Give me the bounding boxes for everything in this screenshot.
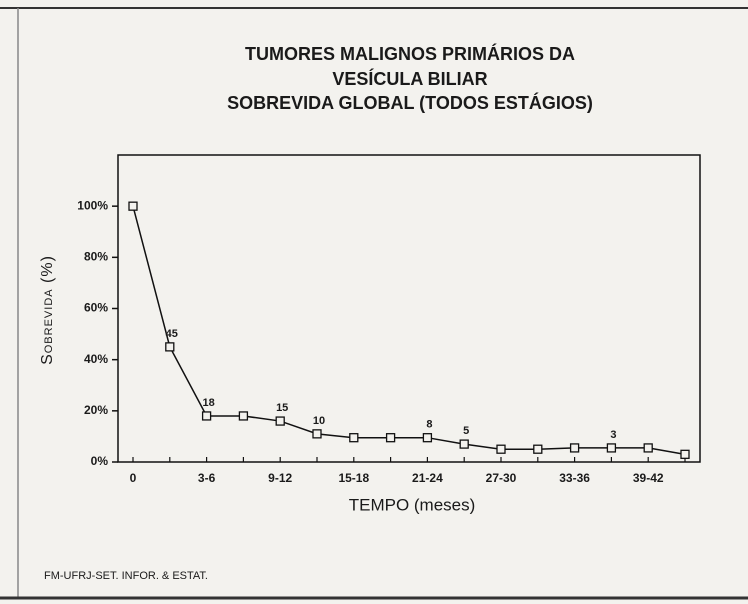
- annotation: 8: [426, 419, 432, 431]
- x-tick-label: 15-18: [338, 471, 369, 485]
- x-tick-label: 27-30: [486, 471, 517, 485]
- marker: [201, 411, 212, 421]
- x-tick-label: 39-42: [633, 471, 664, 485]
- x-tick-label: 21-24: [412, 471, 443, 485]
- x-tick-label: 0: [130, 471, 137, 485]
- chart-title: VESÍCULA BILIAR: [332, 68, 487, 89]
- marker: [643, 443, 653, 453]
- line: [132, 205, 686, 456]
- marker: [312, 429, 322, 439]
- marker: [128, 201, 138, 211]
- annotation: 45: [166, 328, 178, 340]
- marker: [165, 342, 175, 352]
- marker: [238, 411, 249, 421]
- y-tick-label: 100%: [77, 198, 108, 212]
- annotation: 5: [463, 425, 469, 437]
- x-axis-label: TEMPO (meses): [349, 495, 476, 514]
- marker: [606, 443, 617, 453]
- marker: [680, 449, 690, 459]
- y-tick-label: 80%: [84, 250, 108, 264]
- annotation: 15: [276, 402, 288, 414]
- marker: [569, 443, 580, 453]
- y-tick-label: 0%: [91, 454, 109, 468]
- x-tick-label: 9-12: [268, 471, 292, 485]
- y-axis-label: Sobrevida (%): [39, 255, 56, 365]
- marker: [422, 433, 433, 443]
- chart-title: TUMORES MALIGNOS PRIMÁRIOS DA: [245, 43, 575, 64]
- y-tick-label: 20%: [84, 403, 108, 417]
- chart-title: SOBREVIDA GLOBAL (TODOS ESTÁGIOS): [227, 92, 593, 113]
- marker: [496, 444, 506, 454]
- annotation: 18: [202, 397, 214, 409]
- footer: FM-UFRJ-SET. INFOR. & ESTAT.: [44, 570, 208, 582]
- annotation: 10: [313, 415, 325, 427]
- annotation: 3: [610, 429, 616, 441]
- marker: [533, 444, 543, 454]
- y-tick-label: 60%: [84, 301, 108, 315]
- x-tick-label: 33-36: [559, 471, 590, 485]
- marker: [459, 439, 469, 449]
- y-tick-label: 40%: [84, 352, 108, 366]
- marker: [275, 416, 285, 426]
- marker: [349, 433, 359, 443]
- marker: [385, 433, 396, 443]
- x-tick-label: 3-6: [198, 471, 216, 485]
